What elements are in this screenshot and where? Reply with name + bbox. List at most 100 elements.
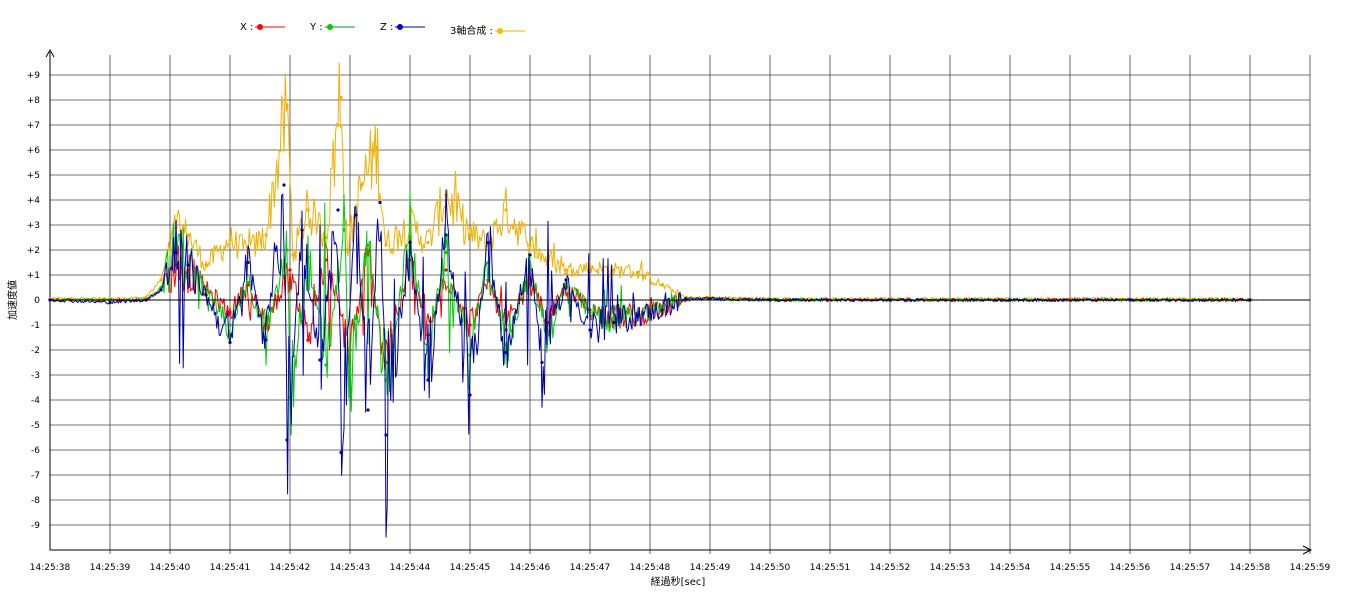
data-point bbox=[564, 268, 568, 272]
series-line-sum bbox=[49, 62, 1250, 302]
x-tick-label: 14:25:42 bbox=[270, 563, 310, 573]
data-point bbox=[306, 338, 310, 342]
y-tick-label: -1 bbox=[31, 321, 40, 331]
legend-item-z[interactable]: Z : bbox=[380, 22, 427, 33]
legend-label-x: X : bbox=[240, 22, 254, 33]
y-tick-label: -5 bbox=[31, 421, 40, 431]
data-point bbox=[339, 450, 343, 455]
y-tick-label: +2 bbox=[27, 246, 40, 256]
data-point bbox=[366, 408, 370, 412]
data-point bbox=[468, 393, 472, 397]
y-tick-label: -6 bbox=[31, 446, 40, 456]
data-point bbox=[159, 288, 163, 292]
data-point bbox=[384, 243, 388, 247]
x-tick-label: 14:25:51 bbox=[810, 563, 850, 573]
legend-label-sum: 3軸合成 : bbox=[450, 26, 493, 37]
data-point bbox=[144, 295, 148, 300]
y-tick-label: -2 bbox=[31, 346, 40, 356]
x-tick-label: 14:25:46 bbox=[510, 563, 551, 573]
data-point bbox=[444, 233, 448, 237]
data-point bbox=[348, 385, 352, 390]
data-point bbox=[384, 433, 388, 437]
data-point bbox=[660, 308, 664, 312]
y-axis-arrow-icon bbox=[45, 48, 55, 58]
data-point bbox=[282, 183, 286, 187]
legend-item-x[interactable]: X : bbox=[240, 22, 287, 33]
data-point bbox=[228, 340, 232, 345]
legend-label-y: Y : bbox=[310, 22, 323, 33]
data-point bbox=[318, 358, 322, 362]
x-tick-label: 14:25:53 bbox=[930, 563, 970, 573]
data-point bbox=[468, 323, 472, 327]
x-tick-label: 14:25:57 bbox=[1170, 563, 1210, 573]
data-point bbox=[636, 313, 640, 317]
legend-item-y[interactable]: Y : bbox=[310, 22, 357, 33]
y-tick-label: +3 bbox=[27, 221, 40, 231]
data-point bbox=[228, 323, 232, 327]
data-point bbox=[339, 95, 343, 100]
data-point bbox=[444, 268, 448, 272]
data-point bbox=[204, 263, 208, 267]
data-point bbox=[375, 145, 379, 150]
data-point bbox=[504, 208, 508, 212]
data-point bbox=[285, 103, 289, 107]
data-point bbox=[288, 268, 292, 272]
data-point bbox=[204, 293, 208, 297]
data-point bbox=[540, 360, 544, 365]
data-point bbox=[108, 300, 112, 305]
data-point bbox=[426, 378, 430, 382]
legend-swatch-y-icon bbox=[324, 24, 355, 30]
data-point bbox=[186, 263, 190, 267]
data-point bbox=[324, 363, 328, 367]
x-tick-label: 14:25:38 bbox=[30, 563, 71, 573]
data-point bbox=[246, 280, 250, 285]
data-point bbox=[306, 208, 310, 212]
data-point bbox=[612, 318, 616, 322]
y-tick-label: +7 bbox=[27, 121, 40, 131]
y-tick-label: -8 bbox=[31, 496, 40, 506]
x-tick-label: 14:25:47 bbox=[570, 563, 610, 573]
y-axis-title: 加速度値 bbox=[6, 280, 19, 320]
x-tick-label: 14:25:55 bbox=[1050, 563, 1090, 573]
y-tick-labels: +9 +8 +7 +6 +5 +4 +3 +2 +1 0 -1 -2 -3 -4 -5 -6 -7 -8 -9 bbox=[27, 71, 41, 531]
data-point bbox=[336, 208, 340, 212]
data-point bbox=[588, 328, 592, 332]
data-point bbox=[174, 250, 178, 255]
x-tick-label: 14:25:48 bbox=[630, 563, 671, 573]
x-tick-label: 14:25:54 bbox=[990, 563, 1031, 573]
data-point bbox=[246, 260, 250, 265]
x-tick-label: 14:25:40 bbox=[150, 563, 191, 573]
data-point bbox=[354, 213, 358, 217]
data-point bbox=[342, 228, 346, 232]
x-tick-label: 14:25:41 bbox=[210, 563, 250, 573]
y-tick-label: -7 bbox=[31, 471, 40, 481]
data-point bbox=[660, 283, 664, 287]
x-axis-arrow-icon bbox=[1302, 545, 1313, 555]
data-point bbox=[564, 278, 568, 282]
x-tick-label: 14:25:50 bbox=[750, 563, 791, 573]
legend-swatch-z-icon bbox=[395, 24, 426, 30]
y-tick-label: 0 bbox=[34, 296, 40, 306]
x-tick-label: 14:25:49 bbox=[690, 563, 731, 573]
data-point bbox=[486, 240, 490, 245]
y-tick-label: +9 bbox=[27, 71, 41, 81]
data-point bbox=[408, 240, 412, 245]
data-point bbox=[426, 240, 430, 245]
data-point bbox=[444, 250, 448, 255]
x-tick-label: 14:25:58 bbox=[1230, 563, 1271, 573]
data-point bbox=[228, 310, 232, 315]
legend-swatch-sum-icon bbox=[494, 28, 525, 34]
legend-item-sum[interactable]: 3軸合成 : bbox=[450, 22, 527, 37]
x-tick-label: 14:25:44 bbox=[390, 563, 431, 573]
x-tick-label: 14:25:45 bbox=[450, 563, 490, 573]
data-point bbox=[228, 238, 232, 242]
y-tick-label: +5 bbox=[27, 171, 40, 181]
data-point bbox=[285, 248, 289, 252]
x-tick-label: 14:25:52 bbox=[870, 563, 910, 573]
series-line-z bbox=[49, 189, 1251, 538]
series-lines bbox=[48, 62, 1252, 538]
x-tick-label: 14:25:59 bbox=[1290, 563, 1331, 573]
data-point bbox=[378, 200, 382, 205]
y-tick-label: +4 bbox=[27, 196, 41, 206]
